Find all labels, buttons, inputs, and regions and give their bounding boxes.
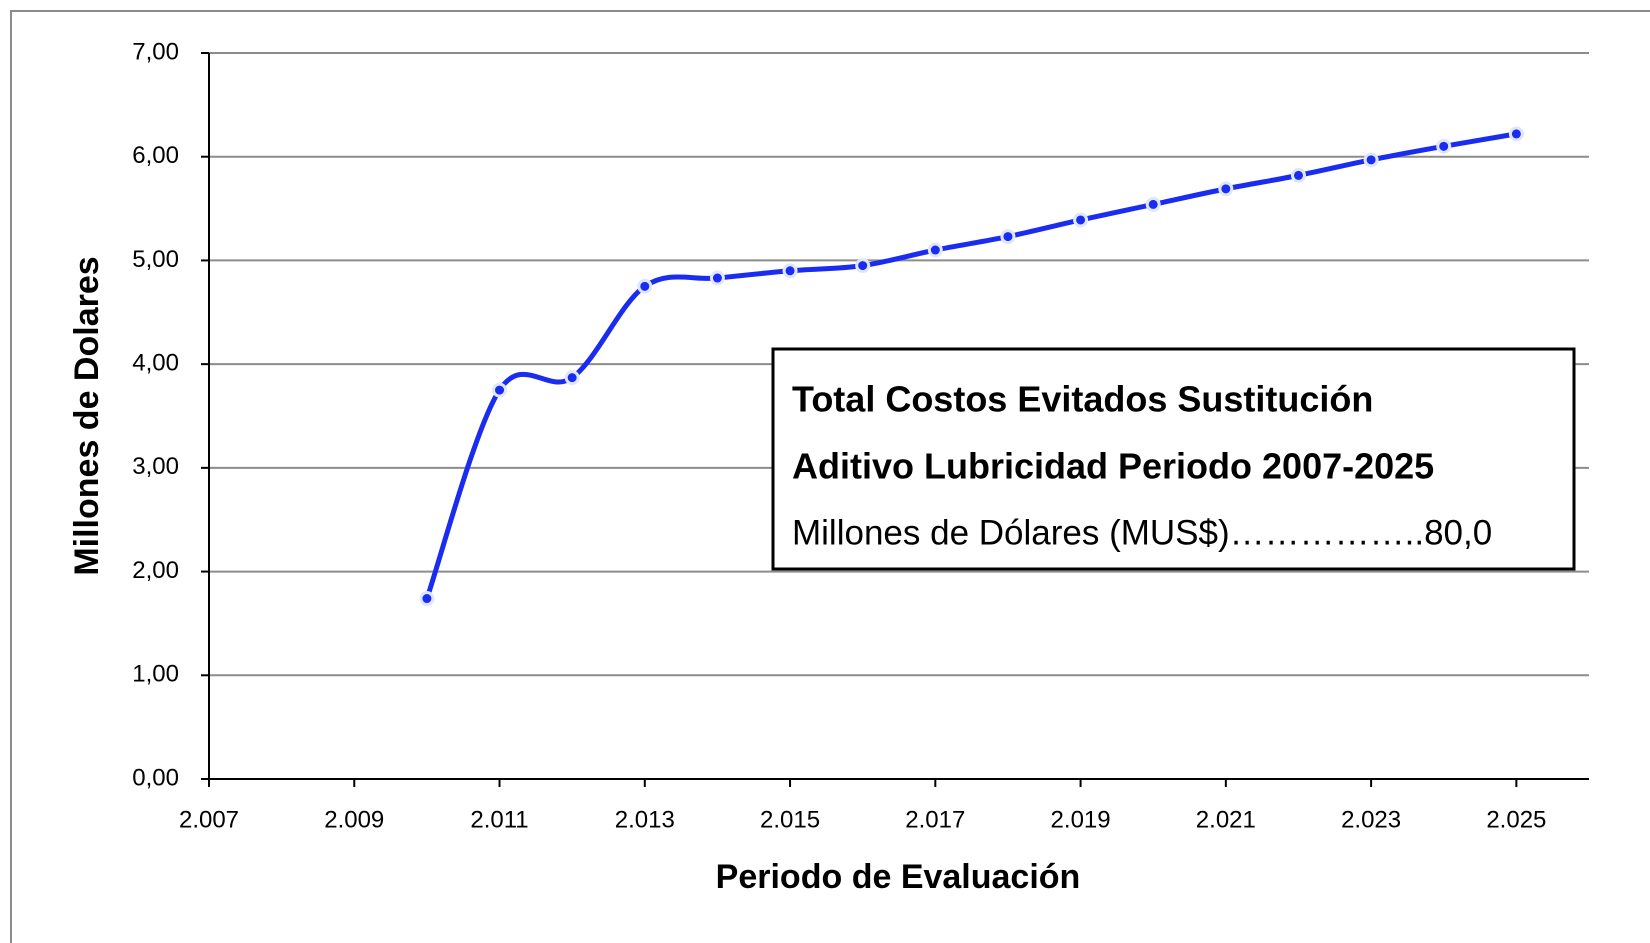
y-tick-label: 1,00 <box>132 661 179 688</box>
data-point <box>1363 152 1379 168</box>
y-axis-title: Millones de Dolares <box>68 256 106 575</box>
annotation-text: Aditivo Lubricidad Periodo 2007-2025 <box>792 446 1434 487</box>
x-tick-label: 2.017 <box>905 806 965 833</box>
data-point <box>1145 196 1161 212</box>
x-tick-label: 2.019 <box>1051 806 1111 833</box>
data-point <box>1290 167 1306 183</box>
data-point <box>1436 138 1452 154</box>
data-point <box>1218 181 1234 197</box>
annotation-box <box>771 347 1576 571</box>
annotation-text: Total Costos Evitados Sustitución <box>792 379 1373 420</box>
data-point <box>709 270 725 286</box>
y-tick-label: 6,00 <box>132 142 179 169</box>
x-tick-label: 2.021 <box>1196 806 1256 833</box>
data-point <box>782 263 798 279</box>
y-tick-label: 4,00 <box>132 349 179 376</box>
x-tick-label: 2.013 <box>615 806 675 833</box>
data-point <box>492 382 508 398</box>
data-point <box>637 278 653 294</box>
data-point <box>1073 212 1089 228</box>
x-tick-label: 2.023 <box>1341 806 1401 833</box>
x-tick-label: 2.015 <box>760 806 820 833</box>
x-tick-label: 2.007 <box>179 806 239 833</box>
annotation-text: Millones de Dólares (MUS$)……………..80,0 <box>792 513 1492 552</box>
data-point <box>1508 126 1524 142</box>
data-point <box>927 242 943 258</box>
x-axis-title: Periodo de Evaluación <box>716 858 1081 896</box>
x-tick-label: 2.011 <box>470 806 528 833</box>
y-tick-label: 0,00 <box>132 764 179 791</box>
data-point <box>855 258 871 274</box>
data-point <box>1000 229 1016 245</box>
x-tick-label: 2.025 <box>1486 806 1546 833</box>
y-tick-label: 5,00 <box>132 246 179 273</box>
y-tick-label: 7,00 <box>132 38 179 65</box>
y-tick-label: 3,00 <box>132 453 179 480</box>
x-tick-label: 2.009 <box>324 806 384 833</box>
chart-frame <box>10 10 1650 943</box>
y-tick-label: 2,00 <box>132 557 179 584</box>
data-point <box>419 591 435 607</box>
data-point <box>564 370 580 386</box>
